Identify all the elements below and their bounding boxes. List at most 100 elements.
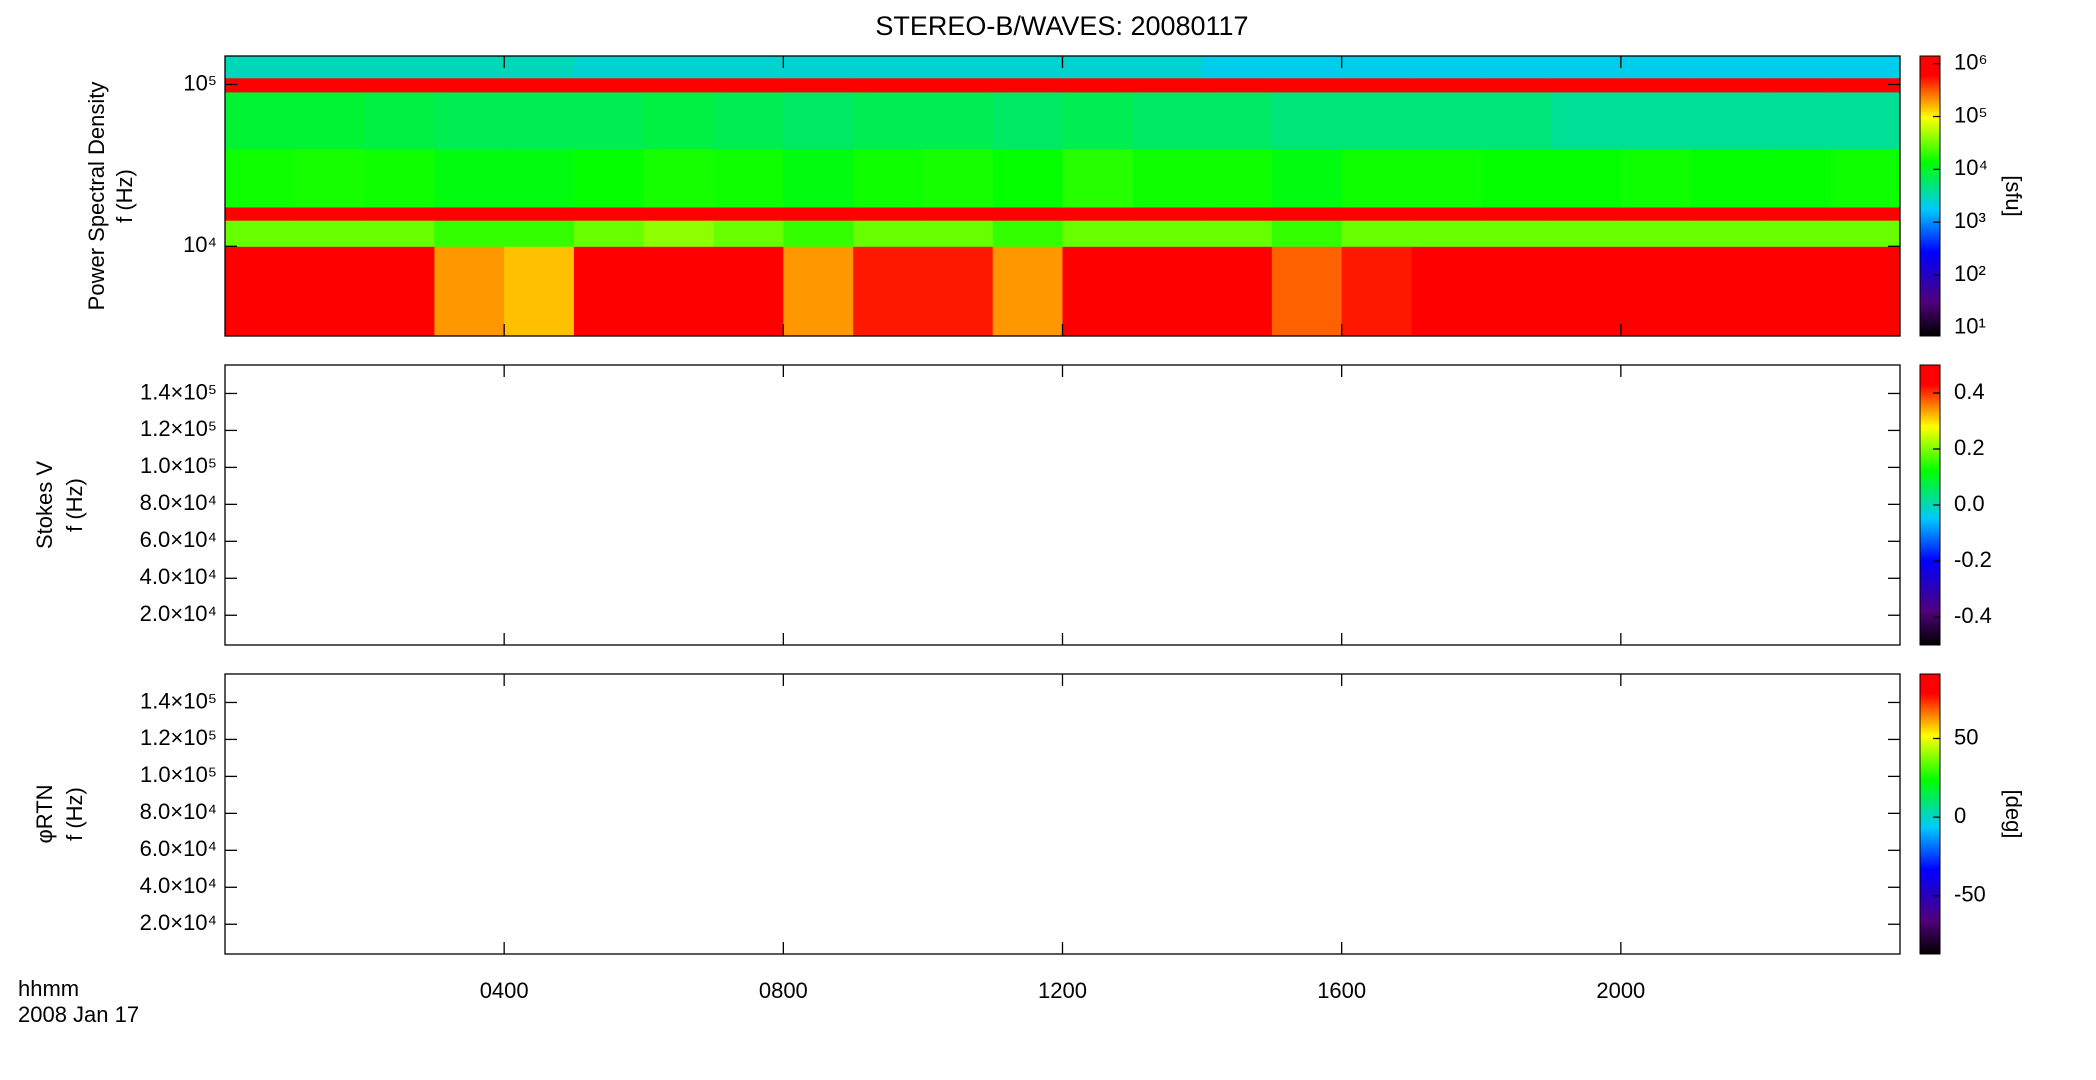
y-axis-label: Stokes V xyxy=(32,461,57,549)
heatmap-cell xyxy=(783,206,854,221)
colorbar-label: [sfu] xyxy=(2001,175,2026,217)
heatmap-cell xyxy=(364,246,435,337)
x-tick-label: 1600 xyxy=(1317,978,1366,1003)
heatmap-cell xyxy=(1062,148,1133,208)
heatmap-cell xyxy=(1202,206,1273,221)
heatmap-cell xyxy=(1830,220,1901,247)
heatmap-cell xyxy=(1690,148,1761,208)
heatmap-cell xyxy=(1341,220,1412,247)
heatmap-cell xyxy=(853,246,924,337)
colorbar-tick-label: -0.4 xyxy=(1954,603,1992,628)
heatmap-cell xyxy=(1830,56,1901,79)
heatmap-cell xyxy=(573,220,645,247)
heatmap-cell xyxy=(1132,77,1203,93)
heatmap-cell xyxy=(1062,91,1133,150)
heatmap-cell xyxy=(1551,77,1622,93)
heatmap-cell xyxy=(1620,246,1692,337)
heatmap-cell xyxy=(504,148,575,208)
heatmap-cell xyxy=(1271,206,1343,221)
y-axis-label: φRTN xyxy=(32,784,57,843)
heatmap-cell xyxy=(713,91,784,150)
heatmap-cell xyxy=(1830,77,1901,93)
heatmap-cell xyxy=(1551,148,1622,208)
heatmap-cell xyxy=(504,246,575,337)
heatmap-cell xyxy=(1411,56,1482,79)
heatmap-cell xyxy=(783,77,854,93)
heatmap-cell xyxy=(1551,220,1622,247)
colorbar xyxy=(1919,55,1941,337)
heatmap-cell xyxy=(1690,77,1761,93)
heatmap-cell xyxy=(783,220,854,247)
heatmap-cell xyxy=(1620,206,1692,221)
colorbar-tick-label: 50 xyxy=(1954,724,1978,749)
heatmap-cell xyxy=(294,206,366,221)
heatmap-cell xyxy=(643,56,715,79)
colorbar-tick-label: 0.2 xyxy=(1954,435,1985,460)
y-axis-label: Power Spectral Density xyxy=(84,82,109,311)
y-tick-label: 8.0×10⁴ xyxy=(140,490,217,515)
x-tick-label: 0400 xyxy=(480,978,529,1003)
heatmap-cell xyxy=(1760,220,1831,247)
heatmap-cell xyxy=(294,77,366,93)
heatmap-cell xyxy=(1760,91,1831,150)
heatmap-cell xyxy=(225,246,296,337)
y-tick-label: 6.0×10⁴ xyxy=(140,527,217,552)
heatmap-cell xyxy=(225,148,296,208)
y-tick-label: 8.0×10⁴ xyxy=(140,799,217,824)
heatmap-cell xyxy=(1411,148,1482,208)
heatmap-cell xyxy=(1202,77,1273,93)
heatmap-cell xyxy=(1271,56,1343,79)
heatmap-cell xyxy=(1341,148,1412,208)
heatmap-cell xyxy=(364,148,435,208)
heatmap-cell xyxy=(434,220,505,247)
heatmap-cell xyxy=(1062,77,1133,93)
heatmap-cell xyxy=(1062,220,1133,247)
heatmap-cell xyxy=(853,56,924,79)
heatmap-cell xyxy=(1062,246,1133,337)
heatmap-cell xyxy=(1271,77,1343,93)
y-tick-label: 2.0×10⁴ xyxy=(140,910,217,935)
y-tick-label: 1.0×10⁵ xyxy=(140,453,217,478)
y-tick-label: 10⁵ xyxy=(183,70,217,95)
heatmap-cell xyxy=(643,91,715,150)
heatmap-cell xyxy=(922,220,994,247)
y-axis-label: f (Hz) xyxy=(62,478,87,532)
heatmap-cell xyxy=(1062,206,1133,221)
heatmap-cell xyxy=(1202,246,1273,337)
heatmap-cell xyxy=(1341,77,1412,93)
heatmap-cell xyxy=(992,220,1063,247)
heatmap-cell xyxy=(364,206,435,221)
y-tick-label: 6.0×10⁴ xyxy=(140,836,217,861)
heatmap-cell xyxy=(1481,56,1552,79)
colorbar-tick-label: 10⁴ xyxy=(1954,155,1988,180)
heatmap-cell xyxy=(1202,91,1273,150)
heatmap-cell xyxy=(573,91,645,150)
colorbar-tick-label: 10¹ xyxy=(1954,314,1986,339)
heatmap-cell xyxy=(504,220,575,247)
heatmap-cell xyxy=(1271,91,1343,150)
heatmap-cell xyxy=(294,56,366,79)
heatmap-cell xyxy=(1062,56,1133,79)
y-tick-label: 1.0×10⁵ xyxy=(140,762,217,787)
colorbar-label: [deg] xyxy=(2001,790,2026,839)
heatmap-cell xyxy=(783,246,854,337)
heatmap-cell xyxy=(922,91,994,150)
heatmap-cell xyxy=(573,77,645,93)
heatmap-cell xyxy=(643,206,715,221)
heatmap-cell xyxy=(1132,246,1203,337)
heatmap-cell xyxy=(1341,246,1412,337)
heatmap-cell xyxy=(992,206,1063,221)
heatmap-cell xyxy=(1690,220,1761,247)
y-tick-label: 1.4×10⁵ xyxy=(140,379,217,404)
heatmap-cell xyxy=(225,220,296,247)
heatmap-cell xyxy=(1760,77,1831,93)
heatmap-cell xyxy=(853,220,924,247)
heatmap-cell xyxy=(1620,91,1692,150)
heatmap-cell xyxy=(294,246,366,337)
heatmap-cell xyxy=(992,56,1063,79)
heatmap-cell xyxy=(1551,246,1622,337)
x-tick-label: 0800 xyxy=(759,978,808,1003)
heatmap-cell xyxy=(294,91,366,150)
colorbar xyxy=(1919,673,1941,955)
